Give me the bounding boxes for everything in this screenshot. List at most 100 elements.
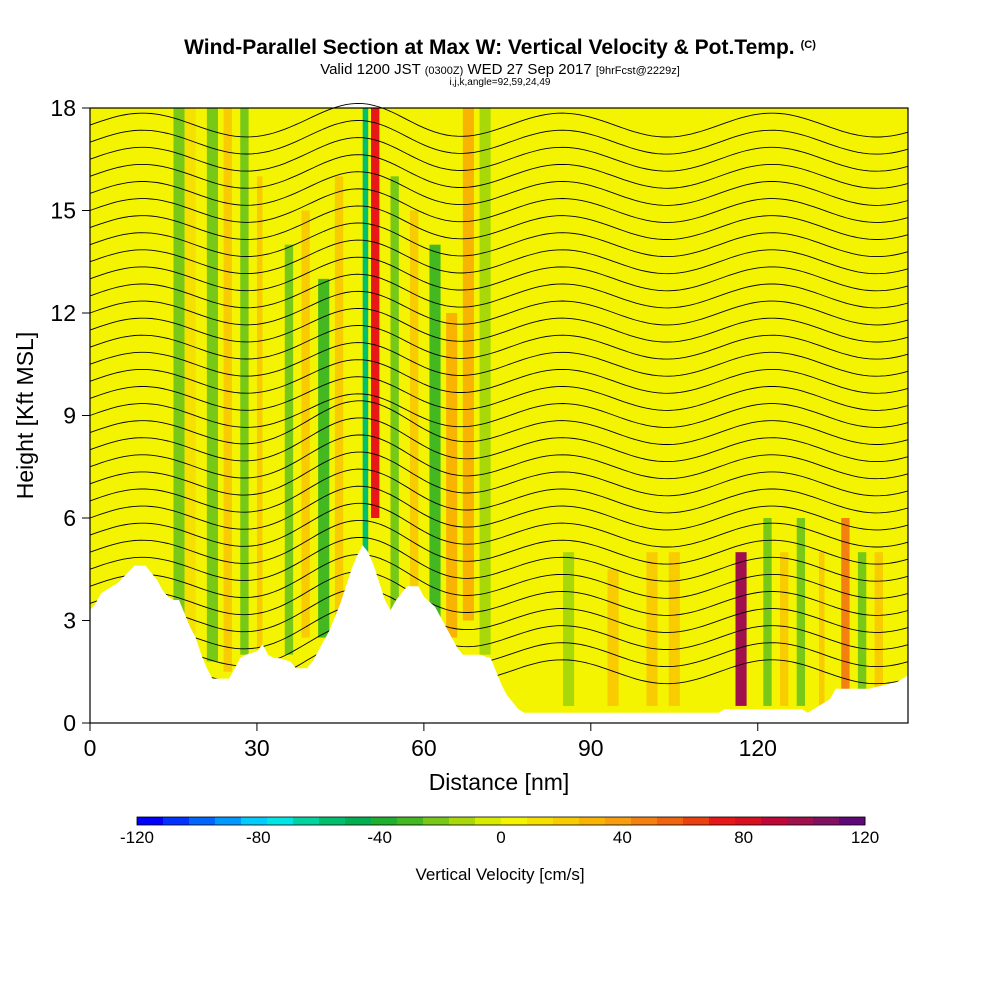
- theta-isoline: [89, 393, 909, 428]
- terrain-mask: [90, 545, 908, 723]
- theta-isoline: [89, 485, 909, 531]
- theta-isoline: [89, 137, 909, 172]
- y-tick-label: 12: [50, 300, 76, 326]
- theta-isoline: [89, 359, 909, 394]
- velocity-cell: [240, 108, 249, 655]
- chart-title: Wind-Parallel Section at Max W: Vertical…: [0, 36, 1000, 60]
- theta-isoline: [89, 307, 909, 343]
- x-tick-label: 30: [244, 735, 270, 761]
- colorbar-swatch: [293, 817, 320, 825]
- colorbar: -120 -80 -40 0 40 80 120 Vertical Velocity [cm/…: [120, 816, 879, 884]
- theta-isoline: [89, 342, 909, 377]
- colorbar-swatch: [605, 817, 632, 825]
- valid-utc: (0300Z): [424, 65, 464, 77]
- theta-isoline: [89, 588, 909, 633]
- velocity-cell: [763, 518, 772, 706]
- chart-indices: i,j,k,angle=92,59,24,49: [449, 77, 551, 88]
- colorbar-swatch: [735, 817, 762, 825]
- velocity-cell: [256, 176, 263, 655]
- colorbar-tick-label: 80: [734, 828, 753, 847]
- velocity-cell: [301, 210, 310, 638]
- theta-isoline: [89, 239, 909, 275]
- y-tick-label: 6: [63, 505, 76, 531]
- theta-isoline: [89, 290, 909, 326]
- velocity-cell: [223, 108, 232, 672]
- theta-isoline: [89, 154, 909, 189]
- colorbar-swatch: [371, 817, 398, 825]
- theta-isoline: [89, 434, 909, 480]
- theta-isoline: [89, 417, 909, 463]
- velocity-cell: [857, 552, 867, 706]
- colorbar-swatch: [137, 817, 164, 825]
- valid-date: WED 27 Sep 2017: [467, 61, 592, 78]
- velocity-cell: [780, 552, 789, 706]
- x-tick-label: 120: [739, 735, 777, 761]
- velocity-cell: [390, 176, 399, 621]
- x-tick-label: 0: [84, 735, 97, 761]
- colorbar-swatch: [839, 817, 866, 825]
- theta-isoline: [89, 222, 909, 258]
- theta-contours: [89, 102, 909, 685]
- velocity-cell: [184, 108, 196, 635]
- colorbar-tick-label: 120: [851, 828, 879, 847]
- velocity-cell: [646, 552, 658, 706]
- chart-subtitle: Valid 1200 JST (0300Z) WED 27 Sep 2017 […: [0, 61, 1000, 78]
- copyright-mark: (C): [800, 39, 816, 51]
- colorbar-swatch: [813, 817, 840, 825]
- colorbar-tick-label: 0: [496, 828, 505, 847]
- x-axis-label: Distance [nm]: [429, 769, 570, 795]
- theta-isoline: [89, 325, 909, 360]
- colorbar-swatch: [241, 817, 268, 825]
- forecast-info: [9hrFcst@2229z]: [595, 65, 680, 77]
- velocity-cell: [462, 108, 474, 621]
- theta-isoline: [89, 451, 909, 497]
- colorbar-swatch: [215, 817, 242, 825]
- colorbar-swatch: [761, 817, 788, 825]
- colorbar-swatch: [683, 817, 710, 825]
- theta-isoline: [89, 605, 909, 650]
- y-tick-label: 3: [63, 608, 76, 634]
- velocity-cell: [409, 210, 419, 621]
- colorbar-frame: [136, 816, 866, 826]
- colorbar-swatch: [163, 817, 190, 825]
- colorbar-swatch: [319, 817, 346, 825]
- valid-time: Valid 1200 JST: [320, 61, 421, 78]
- velocity-cell: [607, 569, 619, 706]
- colorbar-tick-label: -80: [246, 828, 271, 847]
- velocity-cell: [371, 108, 380, 518]
- x-tick-label: 60: [411, 735, 437, 761]
- y-tick-label: 0: [63, 710, 76, 736]
- colorbar-swatch: [787, 817, 814, 825]
- colorbar-swatch: [449, 817, 476, 825]
- velocity-cell: [284, 244, 294, 655]
- colorbar-swatch: [423, 817, 450, 825]
- velocity-cell: [479, 108, 491, 655]
- theta-isoline: [89, 205, 909, 240]
- theta-isoline: [89, 622, 909, 668]
- colorbar-swatch: [657, 817, 684, 825]
- colorbar-swatch: [345, 817, 372, 825]
- theta-isoline: [89, 102, 909, 138]
- velocity-cell: [446, 313, 458, 638]
- colorbar-swatch: [501, 817, 528, 825]
- velocity-cell: [841, 518, 850, 706]
- velocity-cell: [735, 552, 747, 706]
- colorbar-swatch: [397, 817, 424, 825]
- y-tick-label: 15: [50, 198, 76, 224]
- theta-isoline: [89, 171, 909, 206]
- colorbar-swatch: [579, 817, 606, 825]
- colorbar-tick-label: 40: [613, 828, 632, 847]
- theta-isoline: [89, 519, 909, 565]
- theta-isoline: [89, 468, 909, 514]
- velocity-cell: [562, 552, 575, 706]
- velocity-cell: [874, 552, 883, 706]
- velocity-cell: [318, 278, 330, 638]
- velocity-cell: [668, 552, 680, 706]
- velocity-cell: [362, 108, 369, 587]
- colorbar-tick-label: -120: [120, 828, 154, 847]
- y-tick-label: 18: [50, 95, 76, 121]
- axes: 0 30 60 90 120 0 3 6 9 12 15 18 Distance [nm] Height …: [12, 95, 909, 795]
- x-tick-label: 90: [578, 735, 604, 761]
- velocity-cell: [429, 244, 441, 638]
- y-axis-label: Height [Kft MSL]: [12, 332, 38, 499]
